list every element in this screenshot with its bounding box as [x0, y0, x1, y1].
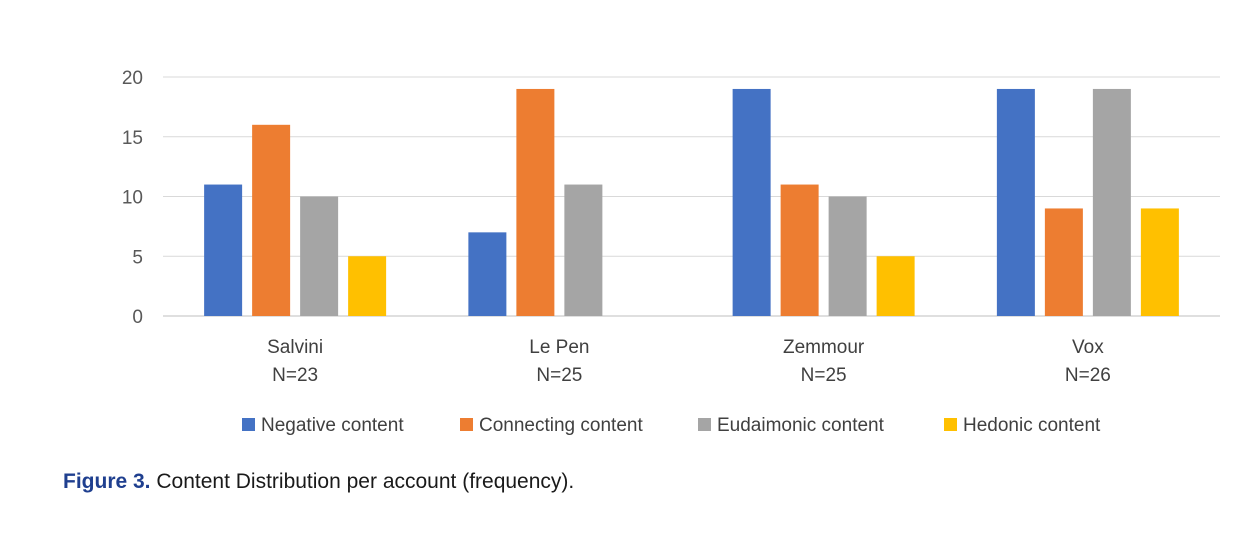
x-category-label: Vox — [1072, 337, 1104, 358]
gridlines — [163, 76, 1220, 317]
x-category-n-label: N=25 — [536, 365, 582, 386]
y-tick-label: 0 — [132, 307, 143, 328]
bar — [780, 184, 819, 316]
y-tick-label: 10 — [122, 188, 143, 209]
y-tick-label: 20 — [122, 68, 143, 89]
x-category-label: Zemmour — [783, 337, 865, 358]
figure-caption: Figure 3. Content Distribution per accou… — [63, 470, 574, 494]
bar-chart: 0 5 10 15 20 Salvini N=23 Le Pen N=25 Zemmour N=2… — [122, 68, 1220, 436]
bar — [564, 184, 603, 316]
y-axis: 0 5 10 15 20 — [122, 68, 143, 328]
y-tick-label: 15 — [122, 128, 143, 149]
x-category-label: Salvini — [267, 337, 323, 358]
bar — [828, 196, 867, 316]
bar — [1044, 208, 1083, 316]
y-tick-label: 5 — [132, 247, 143, 268]
legend-label: Connecting content — [479, 415, 643, 436]
x-category-n-label: N=23 — [272, 365, 318, 386]
bar — [732, 88, 771, 316]
bar — [300, 196, 339, 316]
bars — [204, 88, 1179, 316]
legend: Negative content Connecting content Eudaim… — [242, 415, 1101, 436]
legend-label: Hedonic content — [963, 415, 1101, 436]
bar — [876, 256, 915, 316]
bar — [996, 88, 1035, 316]
bar — [516, 88, 555, 316]
legend-swatch — [242, 418, 255, 431]
x-axis: Salvini N=23 Le Pen N=25 Zemmour N=25 Vox N=26 — [267, 337, 1111, 386]
bar — [468, 232, 507, 316]
x-category-label: Le Pen — [529, 337, 589, 358]
bar — [252, 124, 291, 316]
x-category-n-label: N=26 — [1065, 365, 1111, 386]
legend-label: Negative content — [261, 415, 404, 436]
bar — [1092, 88, 1131, 316]
bar — [348, 256, 387, 316]
legend-label: Eudaimonic content — [717, 415, 885, 436]
legend-swatch — [460, 418, 473, 431]
bar — [1140, 208, 1179, 316]
legend-swatch — [944, 418, 957, 431]
figure-caption-text: Content Distribution per account (freque… — [150, 470, 575, 493]
legend-swatch — [698, 418, 711, 431]
figure-label: Figure 3. — [63, 470, 151, 493]
bar — [204, 184, 243, 316]
x-category-n-label: N=25 — [801, 365, 847, 386]
